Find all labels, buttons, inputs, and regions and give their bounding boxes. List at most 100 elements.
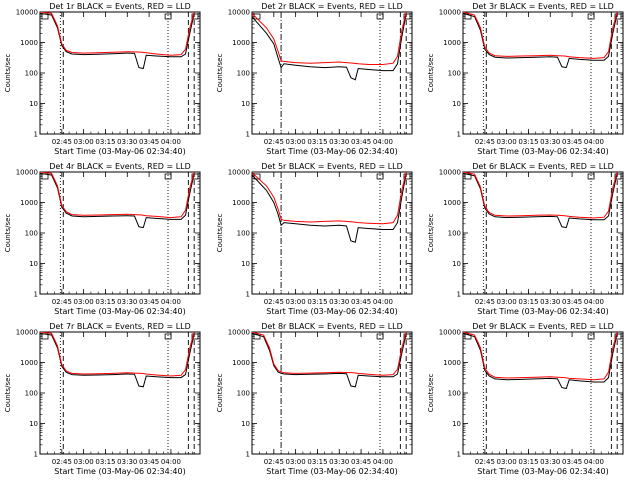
x-tick-label: 04:00 bbox=[161, 298, 181, 306]
state-indicator-box bbox=[464, 333, 472, 340]
y-tick-label: 100 bbox=[25, 390, 38, 398]
x-tick-label: 03:45 bbox=[562, 458, 582, 466]
y-tick-label: 100 bbox=[448, 230, 461, 238]
x-tick-label: 03:00 bbox=[74, 138, 94, 146]
y-axis-label: Counts/sec bbox=[216, 54, 224, 93]
x-tick-label: 03:15 bbox=[95, 298, 115, 306]
x-tick-label: 03:00 bbox=[286, 458, 306, 466]
panel-6: Det 6r BLACK = Events, RED = LLD Counts/s… bbox=[427, 162, 624, 316]
y-tick-label: 10 bbox=[29, 420, 38, 428]
panel-2: Det 2r BLACK = Events, RED = LLD Counts/s… bbox=[216, 2, 413, 156]
plot-frame bbox=[39, 171, 201, 295]
x-tick-label: 03:45 bbox=[562, 138, 582, 146]
y-tick-label: 10000 bbox=[16, 9, 38, 17]
y-axis-label: Counts/sec bbox=[427, 374, 435, 413]
x-tick-label: 04:00 bbox=[373, 458, 393, 466]
lld-series-line bbox=[463, 332, 618, 381]
x-tick-label: 03:30 bbox=[540, 298, 560, 306]
x-tick-label: 03:15 bbox=[307, 298, 327, 306]
y-axis-label: Counts/sec bbox=[427, 214, 435, 253]
panel-title: Det 3r BLACK = Events, RED = LLD bbox=[472, 2, 614, 11]
x-tick-label: 02:45 bbox=[475, 138, 495, 146]
y-tick-label: 10 bbox=[241, 100, 250, 108]
x-tick-label: 03:45 bbox=[139, 458, 159, 466]
x-tick-label: 03:45 bbox=[139, 298, 159, 306]
y-tick-label: 10 bbox=[452, 420, 461, 428]
state-indicator-box bbox=[614, 13, 622, 20]
y-tick-label: 1000 bbox=[232, 39, 250, 47]
state-indicator-box bbox=[376, 333, 384, 340]
x-tick-label: 03:30 bbox=[117, 138, 137, 146]
x-axis-label: Start Time (03-May-06 02:34:40) bbox=[54, 147, 185, 156]
y-axis-label: Counts/sec bbox=[216, 374, 224, 413]
y-tick-label: 1 bbox=[34, 131, 38, 139]
y-tick-label: 1000 bbox=[443, 359, 461, 367]
lld-series-line bbox=[40, 172, 195, 219]
plot-frame bbox=[39, 11, 201, 135]
events-series-line bbox=[40, 172, 195, 229]
x-tick-label: 03:45 bbox=[562, 298, 582, 306]
x-tick-label: 03:30 bbox=[329, 298, 349, 306]
y-tick-label: 10 bbox=[452, 260, 461, 268]
state-indicator-box bbox=[587, 333, 595, 340]
y-tick-label: 1000 bbox=[443, 199, 461, 207]
events-series-line bbox=[252, 13, 407, 81]
state-indicator-box bbox=[376, 173, 384, 180]
x-tick-label: 03:45 bbox=[139, 138, 159, 146]
x-tick-label: 03:30 bbox=[540, 458, 560, 466]
lld-series-line bbox=[463, 172, 618, 219]
y-tick-label: 100 bbox=[237, 70, 250, 78]
x-tick-label: 02:45 bbox=[52, 298, 72, 306]
plot-frame bbox=[462, 171, 624, 295]
x-axis-label: Start Time (03-May-06 02:34:40) bbox=[477, 307, 608, 316]
state-indicator-box bbox=[191, 333, 199, 340]
y-tick-label: 100 bbox=[448, 390, 461, 398]
y-tick-label: 1 bbox=[246, 451, 250, 459]
events-series-line bbox=[463, 12, 618, 69]
y-tick-label: 1 bbox=[457, 131, 461, 139]
panel-title: Det 8r BLACK = Events, RED = LLD bbox=[261, 322, 403, 331]
y-tick-label: 100 bbox=[25, 70, 38, 78]
panel-title: Det 5r BLACK = Events, RED = LLD bbox=[261, 162, 403, 171]
plot-frame bbox=[251, 11, 413, 135]
x-axis-label: Start Time (03-May-06 02:34:40) bbox=[54, 467, 185, 476]
panel-title: Det 9r BLACK = Events, RED = LLD bbox=[472, 322, 614, 331]
y-tick-label: 10000 bbox=[228, 169, 250, 177]
panel-title: Det 7r BLACK = Events, RED = LLD bbox=[49, 322, 191, 331]
x-axis-label: Start Time (03-May-06 02:34:40) bbox=[266, 467, 397, 476]
state-indicator-box bbox=[376, 13, 384, 20]
y-tick-label: 1 bbox=[457, 291, 461, 299]
y-tick-label: 1000 bbox=[443, 39, 461, 47]
x-tick-label: 03:15 bbox=[307, 138, 327, 146]
y-tick-label: 1000 bbox=[232, 359, 250, 367]
x-tick-label: 02:45 bbox=[52, 458, 72, 466]
plot-frame bbox=[462, 331, 624, 455]
y-tick-label: 10 bbox=[452, 100, 461, 108]
x-tick-label: 02:45 bbox=[264, 458, 284, 466]
y-axis-label: Counts/sec bbox=[4, 374, 12, 413]
x-tick-label: 03:00 bbox=[286, 138, 306, 146]
x-tick-label: 03:00 bbox=[286, 298, 306, 306]
y-tick-label: 1 bbox=[34, 451, 38, 459]
x-tick-label: 03:00 bbox=[497, 138, 517, 146]
x-tick-label: 03:00 bbox=[74, 298, 94, 306]
events-series-line bbox=[40, 332, 195, 388]
x-tick-label: 03:30 bbox=[117, 458, 137, 466]
state-indicator-box bbox=[587, 13, 595, 20]
x-tick-label: 03:15 bbox=[95, 138, 115, 146]
y-axis-label: Counts/sec bbox=[427, 54, 435, 93]
y-tick-label: 1000 bbox=[20, 199, 38, 207]
panel-title: Det 4r BLACK = Events, RED = LLD bbox=[49, 162, 191, 171]
x-tick-label: 02:45 bbox=[264, 298, 284, 306]
x-tick-label: 03:15 bbox=[307, 458, 327, 466]
x-tick-label: 04:00 bbox=[161, 138, 181, 146]
y-axis-label: Counts/sec bbox=[4, 214, 12, 253]
y-tick-label: 1 bbox=[246, 131, 250, 139]
x-tick-label: 03:00 bbox=[497, 298, 517, 306]
x-tick-label: 03:00 bbox=[74, 458, 94, 466]
x-axis-label: Start Time (03-May-06 02:34:40) bbox=[54, 307, 185, 316]
state-indicator-box bbox=[164, 173, 172, 180]
y-tick-label: 1 bbox=[457, 451, 461, 459]
y-tick-label: 10000 bbox=[228, 9, 250, 17]
